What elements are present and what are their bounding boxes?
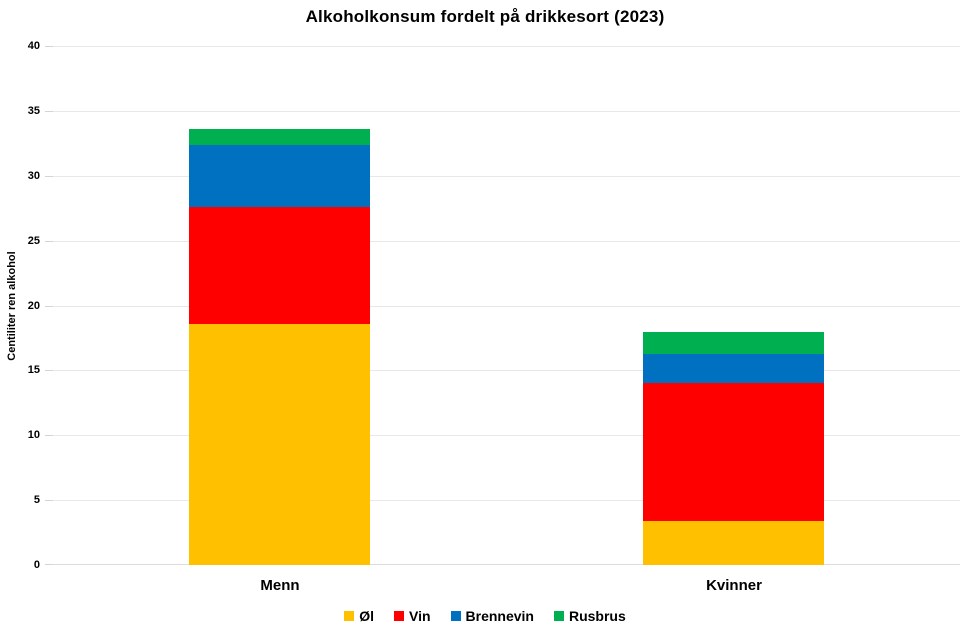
y-tick-mark-15	[45, 370, 53, 371]
gridline-30	[53, 176, 960, 177]
y-tick-label-25: 25	[27, 235, 40, 247]
y-tick-label-5: 5	[33, 494, 40, 506]
y-tick-label-35: 35	[27, 105, 40, 117]
chart-title: Alkoholkonsum fordelt på drikkesort (202…	[305, 7, 665, 26]
bar-segment-menn-brennevin	[189, 144, 370, 207]
bar-segment-kvinner-vin	[643, 383, 824, 521]
legend-item-rusbrus: Rusbrus	[553, 608, 626, 624]
y-tick-mark-35	[45, 111, 53, 112]
y-tick-mark-25	[45, 241, 53, 242]
legend-item-øl: Øl	[344, 608, 374, 624]
legend-swatch-brennevin	[450, 611, 461, 621]
y-tick-mark-40	[45, 46, 53, 47]
bar-segment-kvinner-øl	[643, 520, 824, 565]
legend-item-brennevin: Brennevin	[450, 608, 534, 624]
gridline-0	[53, 564, 960, 565]
bar-segment-kvinner-brennevin	[643, 353, 824, 384]
legend: Øl Vin Brennevin Rusbrus	[0, 608, 970, 624]
legend-item-vin: Vin	[393, 608, 431, 624]
y-tick-label-30: 30	[27, 170, 40, 182]
legend-label-øl: Øl	[359, 608, 374, 624]
legend-label-vin: Vin	[408, 608, 431, 624]
y-tick-mark-5	[45, 500, 53, 501]
gridline-25	[53, 241, 960, 242]
legend-label-rusbrus: Rusbrus	[568, 608, 626, 624]
gridline-35	[53, 111, 960, 112]
gridline-15	[53, 370, 960, 371]
legend-label-brennevin: Brennevin	[465, 608, 534, 624]
gridline-5	[53, 500, 960, 501]
legend-swatch-vin	[393, 611, 404, 621]
y-tick-label-10: 10	[27, 429, 40, 441]
y-tick-label-15: 15	[27, 364, 40, 376]
legend-swatch-rusbrus	[553, 611, 564, 621]
y-tick-label-0: 0	[33, 559, 40, 571]
x-category-label-menn: Menn	[260, 577, 300, 594]
bar-segment-menn-øl	[189, 323, 370, 565]
y-tick-mark-10	[45, 435, 53, 436]
y-tick-mark-30	[45, 176, 53, 177]
bar-menn	[189, 129, 370, 565]
y-tick-label-40: 40	[27, 40, 40, 52]
plot-area: 0 5 10 15 20 25 30 35 40	[28, 40, 960, 571]
bar-segment-kvinner-rusbrus	[643, 331, 824, 354]
y-tick-mark-20	[45, 306, 53, 307]
y-tick-mark-0	[45, 564, 53, 565]
gridline-10	[53, 435, 960, 436]
gridline-40	[53, 46, 960, 47]
bar-kvinner	[643, 331, 824, 565]
gridline-20	[53, 306, 960, 307]
x-category-label-kvinner: Kvinner	[706, 577, 762, 594]
legend-swatch-øl	[344, 611, 355, 621]
bar-segment-menn-rusbrus	[189, 129, 370, 145]
bar-segment-menn-vin	[189, 206, 370, 324]
y-tick-label-20: 20	[27, 300, 40, 312]
x-axis: Menn Kvinner	[53, 577, 960, 599]
